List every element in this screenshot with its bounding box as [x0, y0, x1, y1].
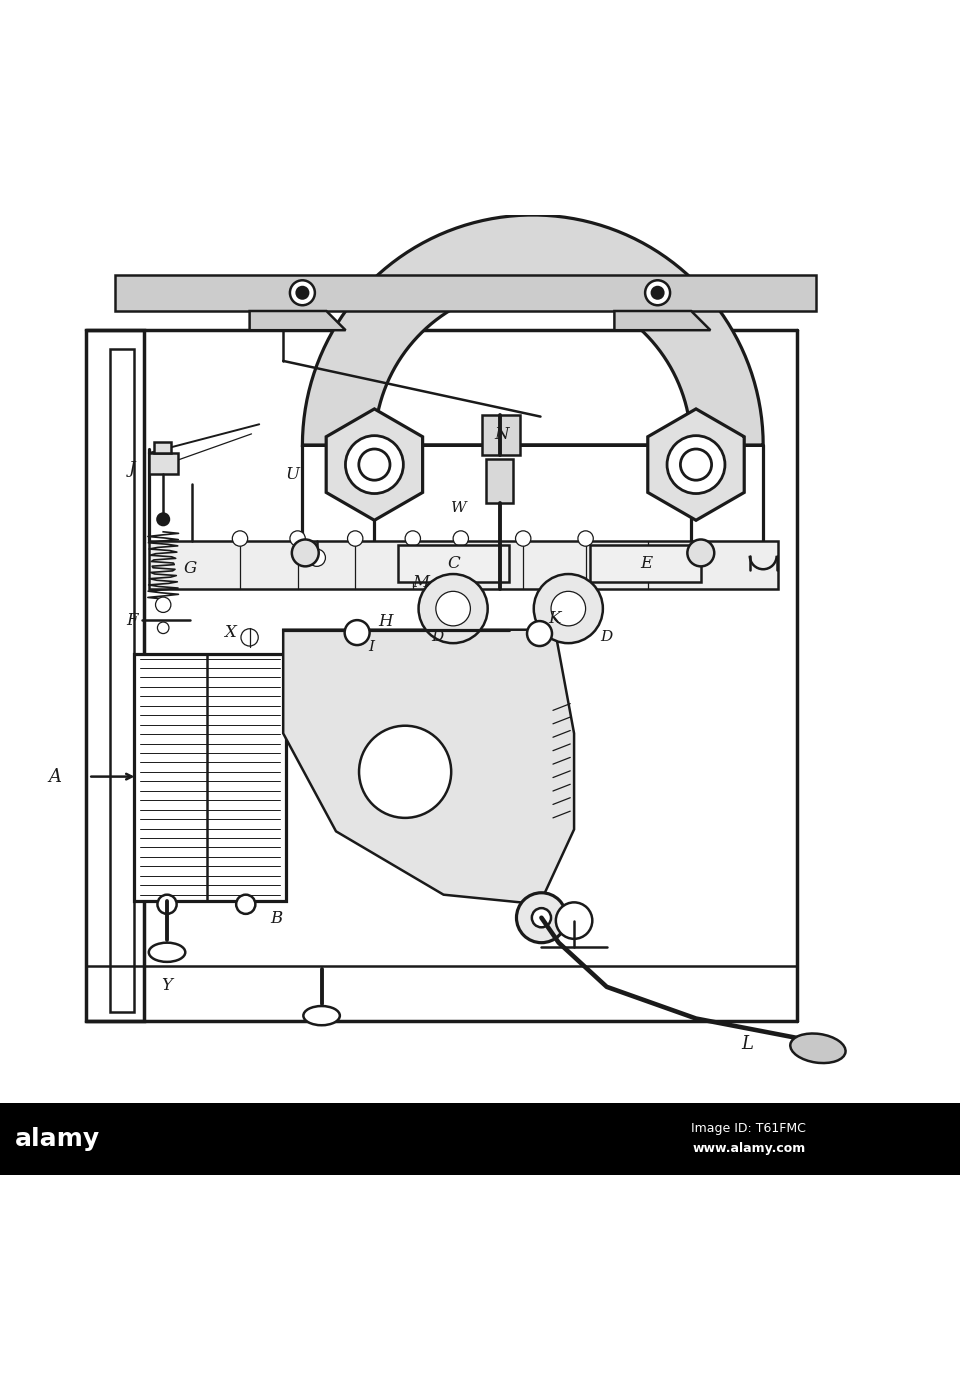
Text: K: K: [549, 610, 561, 627]
Bar: [115, 274, 816, 311]
Polygon shape: [326, 409, 422, 520]
Text: G: G: [183, 560, 197, 577]
Text: D: D: [601, 631, 612, 645]
Text: X: X: [225, 624, 236, 641]
Circle shape: [346, 435, 403, 493]
Bar: [486, 459, 513, 503]
Text: C: C: [447, 555, 461, 571]
Bar: [134, 653, 286, 901]
Bar: [149, 541, 778, 589]
Bar: [482, 414, 520, 455]
Circle shape: [527, 621, 552, 646]
Text: B: B: [271, 910, 282, 927]
Bar: [0, 1104, 960, 1175]
Circle shape: [290, 531, 305, 546]
Circle shape: [687, 539, 714, 566]
Text: www.alamy.com: www.alamy.com: [692, 1141, 805, 1155]
Text: alamy: alamy: [15, 1127, 100, 1151]
Text: U: U: [286, 466, 300, 482]
Text: J: J: [130, 460, 135, 477]
Circle shape: [236, 895, 255, 913]
Text: Image ID: T61FMC: Image ID: T61FMC: [691, 1122, 806, 1136]
Text: Y: Y: [161, 977, 173, 994]
Text: A: A: [48, 767, 61, 785]
Circle shape: [578, 531, 593, 546]
Bar: [398, 545, 509, 582]
Polygon shape: [283, 630, 574, 905]
Circle shape: [645, 281, 670, 306]
Circle shape: [157, 513, 169, 525]
Text: M: M: [412, 574, 429, 591]
Bar: [149, 453, 178, 474]
Circle shape: [419, 574, 488, 644]
Circle shape: [232, 531, 248, 546]
Polygon shape: [648, 409, 744, 520]
Circle shape: [556, 902, 592, 938]
Polygon shape: [614, 311, 710, 331]
Text: W: W: [451, 500, 467, 514]
Circle shape: [157, 623, 169, 634]
Text: L: L: [741, 1036, 753, 1054]
Bar: [154, 442, 171, 453]
Bar: [86, 331, 144, 1022]
Circle shape: [516, 892, 566, 942]
Ellipse shape: [149, 942, 185, 962]
Circle shape: [348, 531, 363, 546]
Ellipse shape: [303, 1006, 340, 1026]
Text: E: E: [640, 555, 652, 571]
Circle shape: [345, 620, 370, 645]
Text: N: N: [493, 427, 509, 443]
Circle shape: [359, 726, 451, 817]
Circle shape: [551, 591, 586, 626]
Bar: [590, 545, 701, 582]
Circle shape: [292, 539, 319, 566]
Polygon shape: [302, 215, 763, 445]
Circle shape: [241, 628, 258, 646]
Circle shape: [290, 281, 315, 306]
Circle shape: [534, 574, 603, 644]
Circle shape: [157, 895, 177, 913]
Circle shape: [453, 531, 468, 546]
Circle shape: [516, 531, 531, 546]
Text: H: H: [378, 613, 394, 630]
Ellipse shape: [790, 1034, 846, 1063]
Bar: [110, 349, 134, 1012]
Circle shape: [667, 435, 725, 493]
Circle shape: [652, 286, 663, 299]
Circle shape: [532, 908, 551, 927]
Circle shape: [297, 286, 308, 299]
Circle shape: [681, 449, 711, 480]
Text: F: F: [126, 612, 137, 628]
Circle shape: [436, 591, 470, 626]
Polygon shape: [250, 311, 346, 331]
Circle shape: [359, 449, 390, 480]
Circle shape: [308, 549, 325, 566]
Circle shape: [405, 531, 420, 546]
Text: I: I: [369, 639, 374, 655]
Circle shape: [156, 598, 171, 613]
Text: D: D: [432, 631, 444, 645]
